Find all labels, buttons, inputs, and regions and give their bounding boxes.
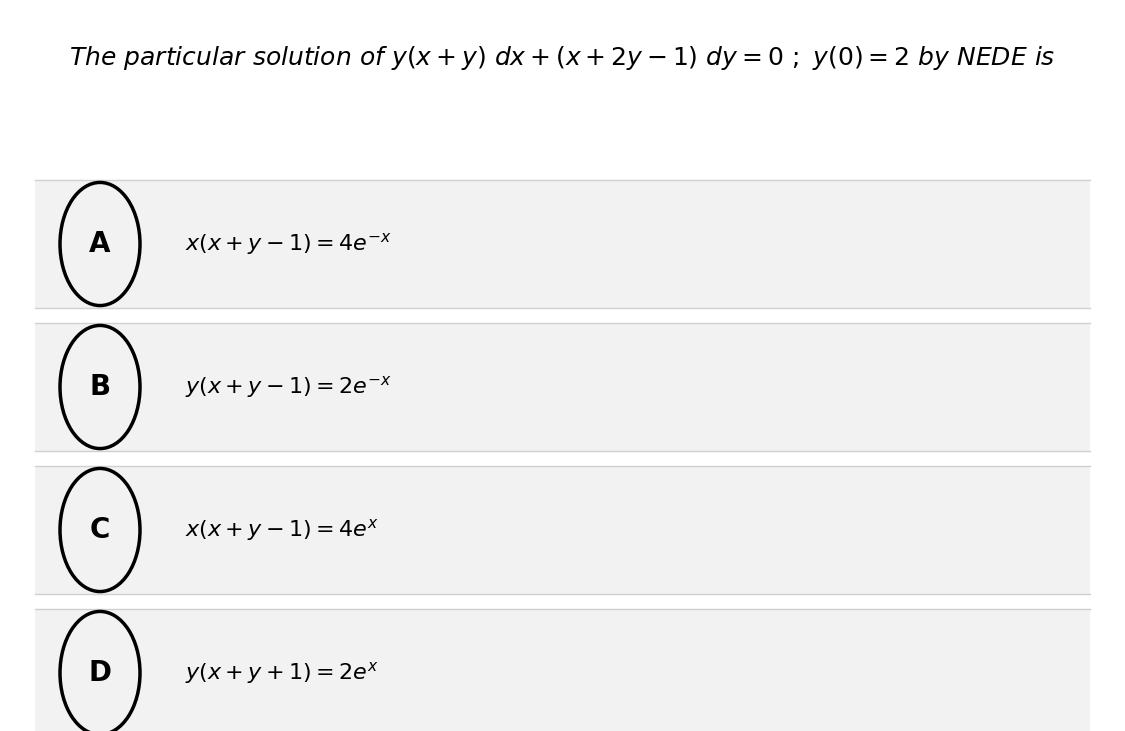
Bar (35, 466, 1090, 594)
Text: A: A (89, 230, 110, 258)
Text: D: D (89, 659, 111, 687)
Text: $y(x+y+1)=2e^{x}$: $y(x+y+1)=2e^{x}$ (184, 660, 379, 686)
Text: C: C (90, 516, 110, 544)
Text: $x(x+y-1)=4e^{-x}$: $x(x+y-1)=4e^{-x}$ (184, 231, 392, 257)
Text: $y(x+y-1)=2e^{-x}$: $y(x+y-1)=2e^{-x}$ (184, 374, 392, 400)
Bar (35, 609, 1090, 731)
Text: $x(x+y-1)=4e^{x}$: $x(x+y-1)=4e^{x}$ (184, 517, 379, 543)
Bar (35, 180, 1090, 308)
Text: B: B (90, 373, 110, 401)
Text: $\it{The\ particular\ solution\ of}$$\it{\ y(x+y)\ dx + (x+2y-1)\ dy = 0\ ;\ y(0: $\it{The\ particular\ solution\ of}$$\it… (69, 44, 1055, 72)
Bar (35, 323, 1090, 451)
